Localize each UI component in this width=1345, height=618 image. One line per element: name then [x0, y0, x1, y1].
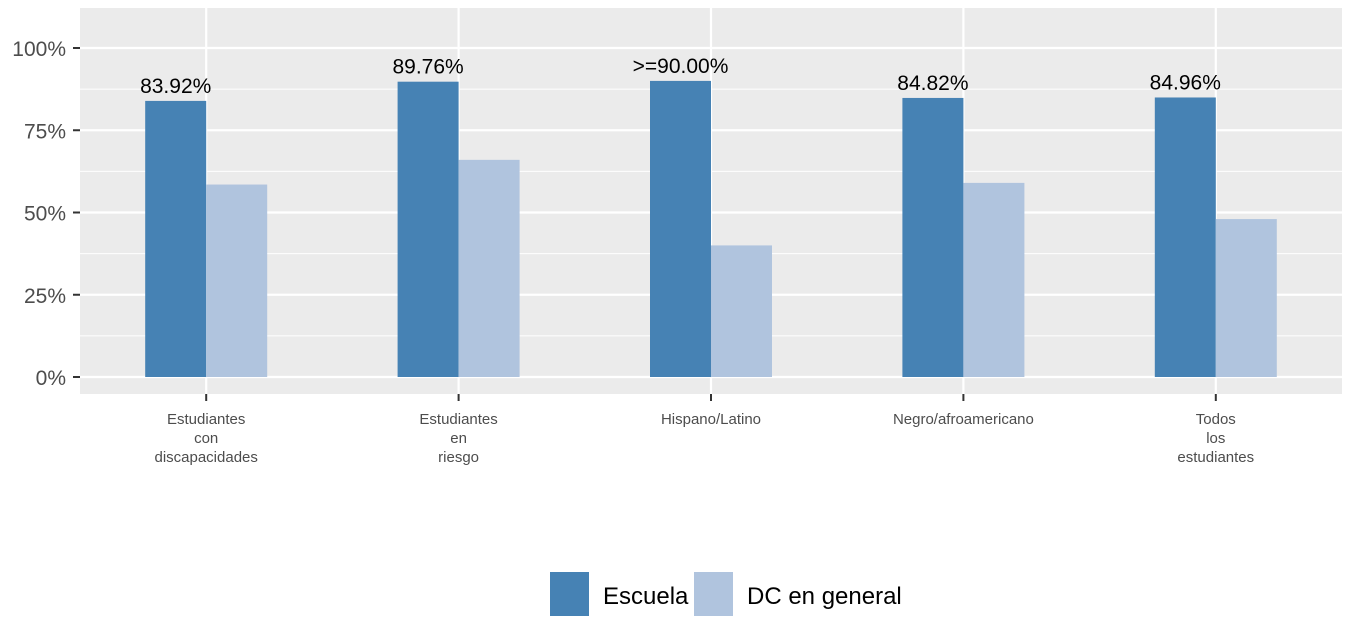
legend: Escuela DC en general — [550, 572, 902, 616]
bar-escuela — [650, 80, 711, 378]
y-tick-label: 100% — [12, 38, 66, 61]
bar-escuela — [145, 100, 207, 377]
y-tick-label: 25% — [24, 285, 66, 308]
x-tick-label: Estudiantes con discapacidades — [154, 411, 257, 466]
x-tick-label: Hispano/Latino — [661, 411, 761, 428]
x-tick-label: Negro/afroamericano — [893, 411, 1034, 428]
y-tick-label: 50% — [24, 203, 66, 226]
bar-escuela — [397, 81, 459, 377]
x-tick-label: Todos los estudiantes — [1177, 411, 1254, 466]
legend-key-escuela — [550, 572, 589, 616]
bar-dc-en-general — [1215, 219, 1277, 377]
bar-escuela — [1154, 97, 1216, 377]
legend-key-dc-en-general — [694, 572, 733, 616]
data-label: 84.96% — [1150, 71, 1221, 94]
bar-dc-en-general — [711, 245, 772, 377]
bar-escuela — [902, 97, 964, 377]
y-tick-label: 0% — [36, 367, 66, 390]
data-label: >=90.00% — [633, 55, 729, 78]
bars — [145, 80, 1277, 378]
data-label: 89.76% — [392, 56, 463, 79]
data-labels: 83.92% 89.76% >=90.00% 84.82% 84.96% — [140, 55, 1221, 98]
legend-label: DC en general — [747, 583, 902, 610]
bar-dc-en-general — [963, 182, 1025, 377]
y-tick-label: 75% — [24, 120, 66, 143]
data-label: 84.82% — [897, 72, 968, 95]
x-axis: Estudiantes con discapacidades Estudiantes e… — [154, 394, 1254, 466]
y-axis: 0% 25% 50% 75% 100% — [12, 38, 80, 390]
bar-dc-en-general — [206, 184, 268, 377]
x-tick-label: Estudiantes en riesgo — [419, 411, 497, 466]
legend-label: Escuela — [603, 583, 689, 610]
bar-dc-en-general — [458, 159, 520, 377]
data-label: 83.92% — [140, 75, 211, 98]
